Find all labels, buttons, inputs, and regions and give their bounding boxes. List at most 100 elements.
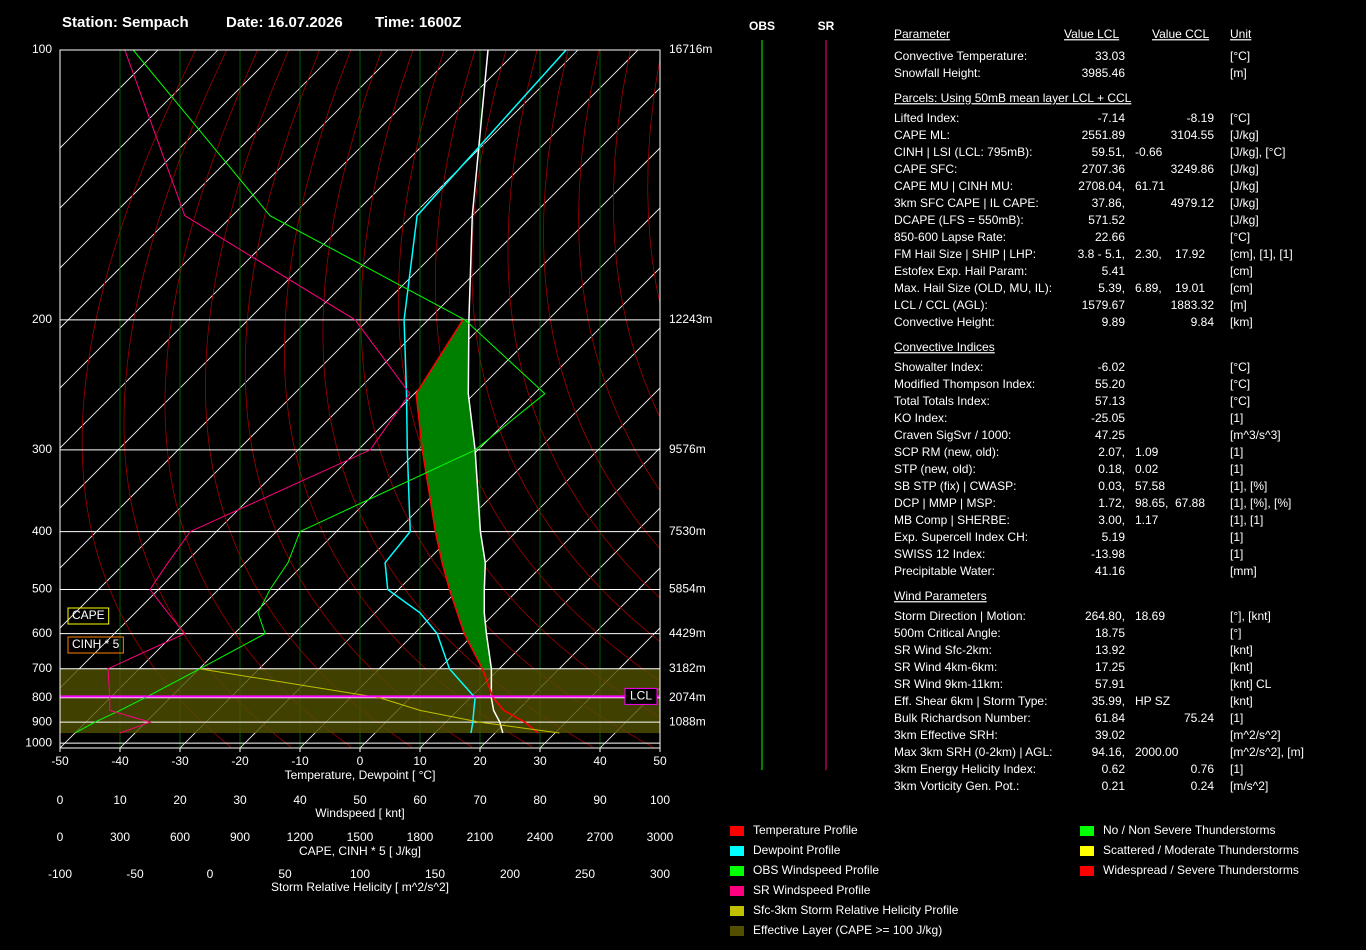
station: Station: Sempach [62, 14, 189, 31]
value-lcl: 3985.46 [1082, 66, 1126, 80]
isotherm [179, 267, 660, 748]
isotherm [479, 567, 660, 748]
value-ccl: 3104.55 [1171, 128, 1215, 142]
value-lcl: 1.72, [1098, 496, 1125, 510]
pressure-label: 1000 [25, 735, 52, 749]
dry-adiabat [613, 50, 660, 419]
param-label: 3km SFC CAPE | IL CAPE: [894, 196, 1039, 210]
tick-label: -100 [48, 867, 72, 881]
x-tick-label: 40 [593, 754, 607, 768]
table-header: Value CCL [1152, 27, 1209, 41]
value-lcl: HP SZ [1135, 694, 1170, 708]
value-ccl: 3249.86 [1171, 162, 1215, 176]
tick-label: 30 [233, 793, 247, 807]
value-lcl: 94.16, [1092, 745, 1125, 759]
isotherm [60, 50, 519, 509]
param-label: 850-600 Lapse Rate: [894, 230, 1006, 244]
x-tick-label: -10 [291, 754, 309, 768]
param-label: 3km Energy Helicity Index: [894, 762, 1036, 776]
param-label: 3km Effective SRH: [894, 728, 998, 742]
param-unit: [1] [1230, 711, 1243, 725]
height-label: 7530m [669, 524, 706, 538]
isotherm [60, 50, 399, 389]
x-tick-label: 10 [413, 754, 427, 768]
param-label: LCL / CCL (AGL): [894, 298, 988, 312]
tick-label: 2700 [587, 830, 614, 844]
parcel-line [467, 50, 504, 734]
param-label: Exp. Supercell Index CH: [894, 530, 1028, 544]
value-lcl: 571.52 [1088, 213, 1125, 227]
annotation: CAPE [72, 608, 105, 622]
param-unit: [1], [1] [1230, 513, 1263, 527]
severity-label: Widespread / Severe Thunderstorms [1103, 863, 1299, 877]
param-unit: [1], [%], [%] [1230, 496, 1291, 510]
legend-swatch [730, 826, 744, 836]
param-unit: [cm], [1], [1] [1230, 247, 1293, 261]
param-unit: [°C] [1230, 360, 1250, 374]
isotherm [60, 50, 279, 269]
section-title: Wind Parameters [894, 589, 987, 603]
tick-label: 3000 [647, 830, 674, 844]
param-unit: [°] [1230, 626, 1241, 640]
tick-label: 250 [575, 867, 595, 881]
plot [60, 50, 660, 734]
height-label: 3182m [669, 661, 706, 675]
lcl-box [624, 687, 658, 705]
value-lcl: 33.03 [1095, 49, 1125, 63]
isotherm [539, 627, 660, 748]
value-lcl: 67.88 [1175, 496, 1205, 510]
tick-label: 1500 [347, 830, 374, 844]
section-title: Parcels: Using 50mB mean layer LCL + CCL [894, 91, 1132, 105]
value-lcl: 59.51, [1092, 145, 1125, 159]
tick-label: 1800 [407, 830, 434, 844]
tick-label: 1200 [287, 830, 314, 844]
param-unit: [knt] [1230, 694, 1253, 708]
effective-layer [60, 668, 660, 734]
param-unit: [J/kg] [1230, 128, 1259, 142]
param-unit: [m^2/s^2] [1230, 728, 1281, 742]
x-tick-label: 30 [533, 754, 547, 768]
value-lcl: 17.25 [1095, 660, 1125, 674]
param-unit: [knt] CL [1230, 677, 1272, 691]
param-label: Modified Thompson Index: [894, 377, 1035, 391]
legend-swatch [730, 926, 744, 936]
value-lcl: 61.84 [1095, 711, 1125, 725]
legend-swatch [730, 846, 744, 856]
param-unit: [°C] [1230, 49, 1250, 63]
value-lcl: 47.25 [1095, 428, 1125, 442]
dry-adiabat [205, 50, 412, 748]
height-label: 9576m [669, 442, 706, 456]
param-unit: [°C] [1230, 377, 1250, 391]
param-unit: [°C] [1230, 394, 1250, 408]
param-unit: [1] [1230, 762, 1243, 776]
severity-swatch [1080, 846, 1094, 856]
value-ccl: 9.84 [1191, 315, 1215, 329]
value-lcl: 13.92 [1095, 643, 1125, 657]
param-label: Estofex Exp. Hail Param: [894, 264, 1027, 278]
value-lcl: 5.39, [1098, 281, 1125, 295]
pressure-label: 900 [32, 714, 52, 728]
pressure-label: 300 [32, 442, 52, 456]
param-unit: [J/kg] [1230, 196, 1259, 210]
param-unit: [m^2/s^2], [m] [1230, 745, 1304, 759]
value-ccl: 0.24 [1191, 779, 1215, 793]
param-label: Bulk Richardson Number: [894, 711, 1031, 725]
param-unit: [°C] [1230, 111, 1250, 125]
wind-column-label: SR [818, 19, 835, 33]
param-label: Snowfall Height: [894, 66, 981, 80]
value-lcl: 39.02 [1095, 728, 1125, 742]
tick-label: 50 [278, 867, 292, 881]
value-lcl: 57.58 [1135, 479, 1165, 493]
value-lcl: 61.71 [1135, 179, 1165, 193]
param-unit: [knt] [1230, 643, 1253, 657]
profile-line [415, 319, 539, 734]
x-tick-label: -50 [51, 754, 69, 768]
param-label: SWISS 12 Index: [894, 547, 985, 561]
param-label: SR Wind Sfc-2km: [894, 643, 992, 657]
legend-label: Effective Layer (CAPE >= 100 J/kg) [753, 923, 942, 937]
value-lcl: 98.65, [1135, 496, 1168, 510]
height-label: 5854m [669, 582, 706, 596]
legend-label: Temperature Profile [753, 823, 858, 837]
param-unit: [m] [1230, 66, 1247, 80]
